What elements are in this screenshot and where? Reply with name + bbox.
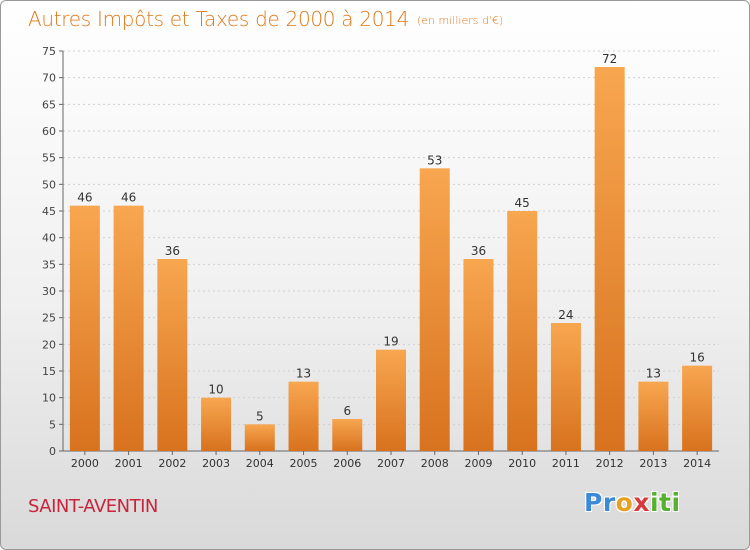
commune-name: SAINT-AVENTIN	[28, 496, 158, 517]
bar-2011	[550, 323, 581, 451]
y-tick-label: 65	[42, 98, 56, 111]
y-tick-label: 0	[49, 445, 56, 458]
data-label-2005: 13	[296, 367, 311, 381]
data-label-2008: 53	[427, 153, 442, 167]
y-tick-label: 25	[42, 312, 56, 325]
x-tick-label-2011: 2011	[552, 457, 580, 470]
x-tick-label-2008: 2008	[421, 457, 449, 470]
x-tick-label-2004: 2004	[246, 457, 274, 470]
x-tick-label-2014: 2014	[683, 457, 711, 470]
bar-2008	[419, 168, 450, 452]
bar-2007	[376, 349, 406, 451]
bar-2012	[594, 67, 625, 451]
y-tick-label: 55	[42, 152, 56, 165]
x-tick-label-2002: 2002	[158, 457, 186, 470]
proxiti-logo: Proxiti	[584, 488, 681, 517]
bar-2003	[201, 397, 232, 451]
y-tick-label: 20	[42, 338, 56, 351]
data-labels: 46 46 36 10 5 13 6 19 53 36 45 24 72 13 16	[77, 52, 705, 423]
bar-2005	[288, 381, 319, 451]
y-tick-label: 50	[42, 178, 56, 191]
x-tick-label-2013: 2013	[639, 457, 667, 470]
y-tick-label: 70	[42, 72, 56, 85]
y-tick-label: 75	[42, 45, 56, 58]
data-label-2006: 6	[343, 404, 351, 418]
bar-2009	[463, 259, 494, 451]
y-tick-label: 45	[42, 205, 56, 218]
data-label-2014: 16	[689, 351, 704, 365]
data-label-2003: 10	[208, 383, 223, 397]
data-label-2007: 19	[383, 335, 398, 349]
x-tick-label-2007: 2007	[377, 457, 405, 470]
x-tick-label-2000: 2000	[71, 457, 99, 470]
bar-2006	[332, 419, 363, 451]
data-label-2000: 46	[77, 191, 92, 205]
x-tick-label-2010: 2010	[508, 457, 536, 470]
bar-2000	[69, 205, 100, 451]
chart-unit: (en milliers d'€)	[417, 14, 504, 27]
data-label-2002: 36	[165, 244, 180, 258]
chart-title-text: Autres Impôts et Taxes de 2000 à 2014	[28, 7, 409, 31]
bar-2002	[157, 259, 188, 451]
y-tick-label: 30	[42, 285, 56, 298]
x-tick-label-2001: 2001	[115, 457, 143, 470]
bars	[69, 67, 713, 452]
x-tick-labels: 2000 2001 2002 2003 2004 2005 2006 2007 2008 2009…	[71, 457, 711, 470]
y-tick-labels: 0 5 10 15 20 25 30 35 40 45 50 55 60 65 70 75	[42, 45, 56, 458]
data-label-2001: 46	[121, 191, 136, 205]
y-tick-label: 40	[42, 232, 56, 245]
x-tick-label-2006: 2006	[333, 457, 361, 470]
y-tick-label: 15	[42, 365, 56, 378]
data-label-2004: 5	[256, 409, 264, 423]
y-tick-label: 60	[42, 125, 56, 138]
bar-2014	[682, 365, 713, 451]
chart-title: Autres Impôts et Taxes de 2000 à 2014 (en…	[28, 7, 503, 31]
data-label-2010: 45	[515, 196, 530, 210]
x-tick-label-2003: 2003	[202, 457, 230, 470]
bar-2004	[244, 424, 275, 451]
bar-2013	[638, 381, 669, 451]
data-label-2009: 36	[471, 244, 486, 258]
y-tick-label: 5	[49, 418, 56, 431]
data-label-2011: 24	[558, 308, 573, 322]
x-tick-label-2009: 2009	[464, 457, 492, 470]
bar-2001	[113, 205, 144, 451]
data-label-2013: 13	[646, 367, 661, 381]
data-label-2012: 72	[602, 52, 617, 66]
bar-2010	[507, 211, 538, 451]
y-tick-label: 35	[42, 258, 56, 271]
x-tick-label-2005: 2005	[290, 457, 318, 470]
y-tick-label: 10	[42, 392, 56, 405]
x-tick-label-2012: 2012	[596, 457, 624, 470]
